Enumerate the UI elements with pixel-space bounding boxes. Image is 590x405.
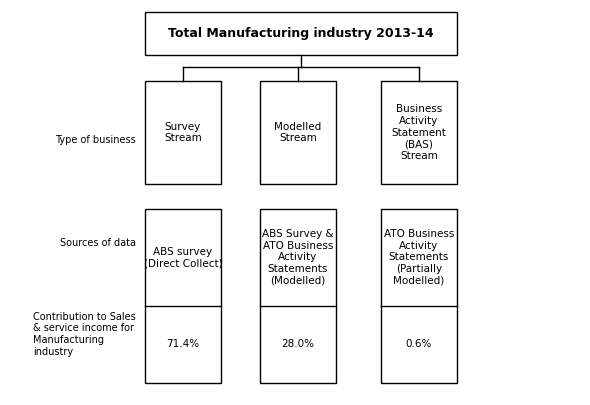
Text: ABS survey
(Direct Collect): ABS survey (Direct Collect) [143, 247, 222, 268]
Text: Total Manufacturing industry 2013-14: Total Manufacturing industry 2013-14 [168, 27, 434, 40]
Text: Sources of data: Sources of data [60, 238, 136, 248]
Text: 71.4%: 71.4% [166, 339, 199, 350]
Text: ATO Business
Activity
Statements
(Partially
Modelled): ATO Business Activity Statements (Partia… [384, 229, 454, 286]
FancyBboxPatch shape [145, 81, 221, 184]
FancyBboxPatch shape [145, 12, 457, 55]
FancyBboxPatch shape [145, 209, 221, 383]
Text: Contribution to Sales
& service income for
Manufacturing
industry: Contribution to Sales & service income f… [33, 312, 136, 356]
Text: Modelled
Stream: Modelled Stream [274, 122, 322, 143]
FancyBboxPatch shape [260, 209, 336, 383]
Text: 28.0%: 28.0% [281, 339, 314, 350]
Text: ABS Survey &
ATO Business
Activity
Statements
(Modelled): ABS Survey & ATO Business Activity State… [262, 229, 334, 286]
FancyBboxPatch shape [260, 81, 336, 184]
Text: Type of business: Type of business [55, 135, 136, 145]
Text: Survey
Stream: Survey Stream [164, 122, 202, 143]
Text: Business
Activity
Statement
(BAS)
Stream: Business Activity Statement (BAS) Stream [391, 104, 447, 161]
FancyBboxPatch shape [381, 81, 457, 184]
FancyBboxPatch shape [381, 209, 457, 383]
Text: 0.6%: 0.6% [406, 339, 432, 350]
